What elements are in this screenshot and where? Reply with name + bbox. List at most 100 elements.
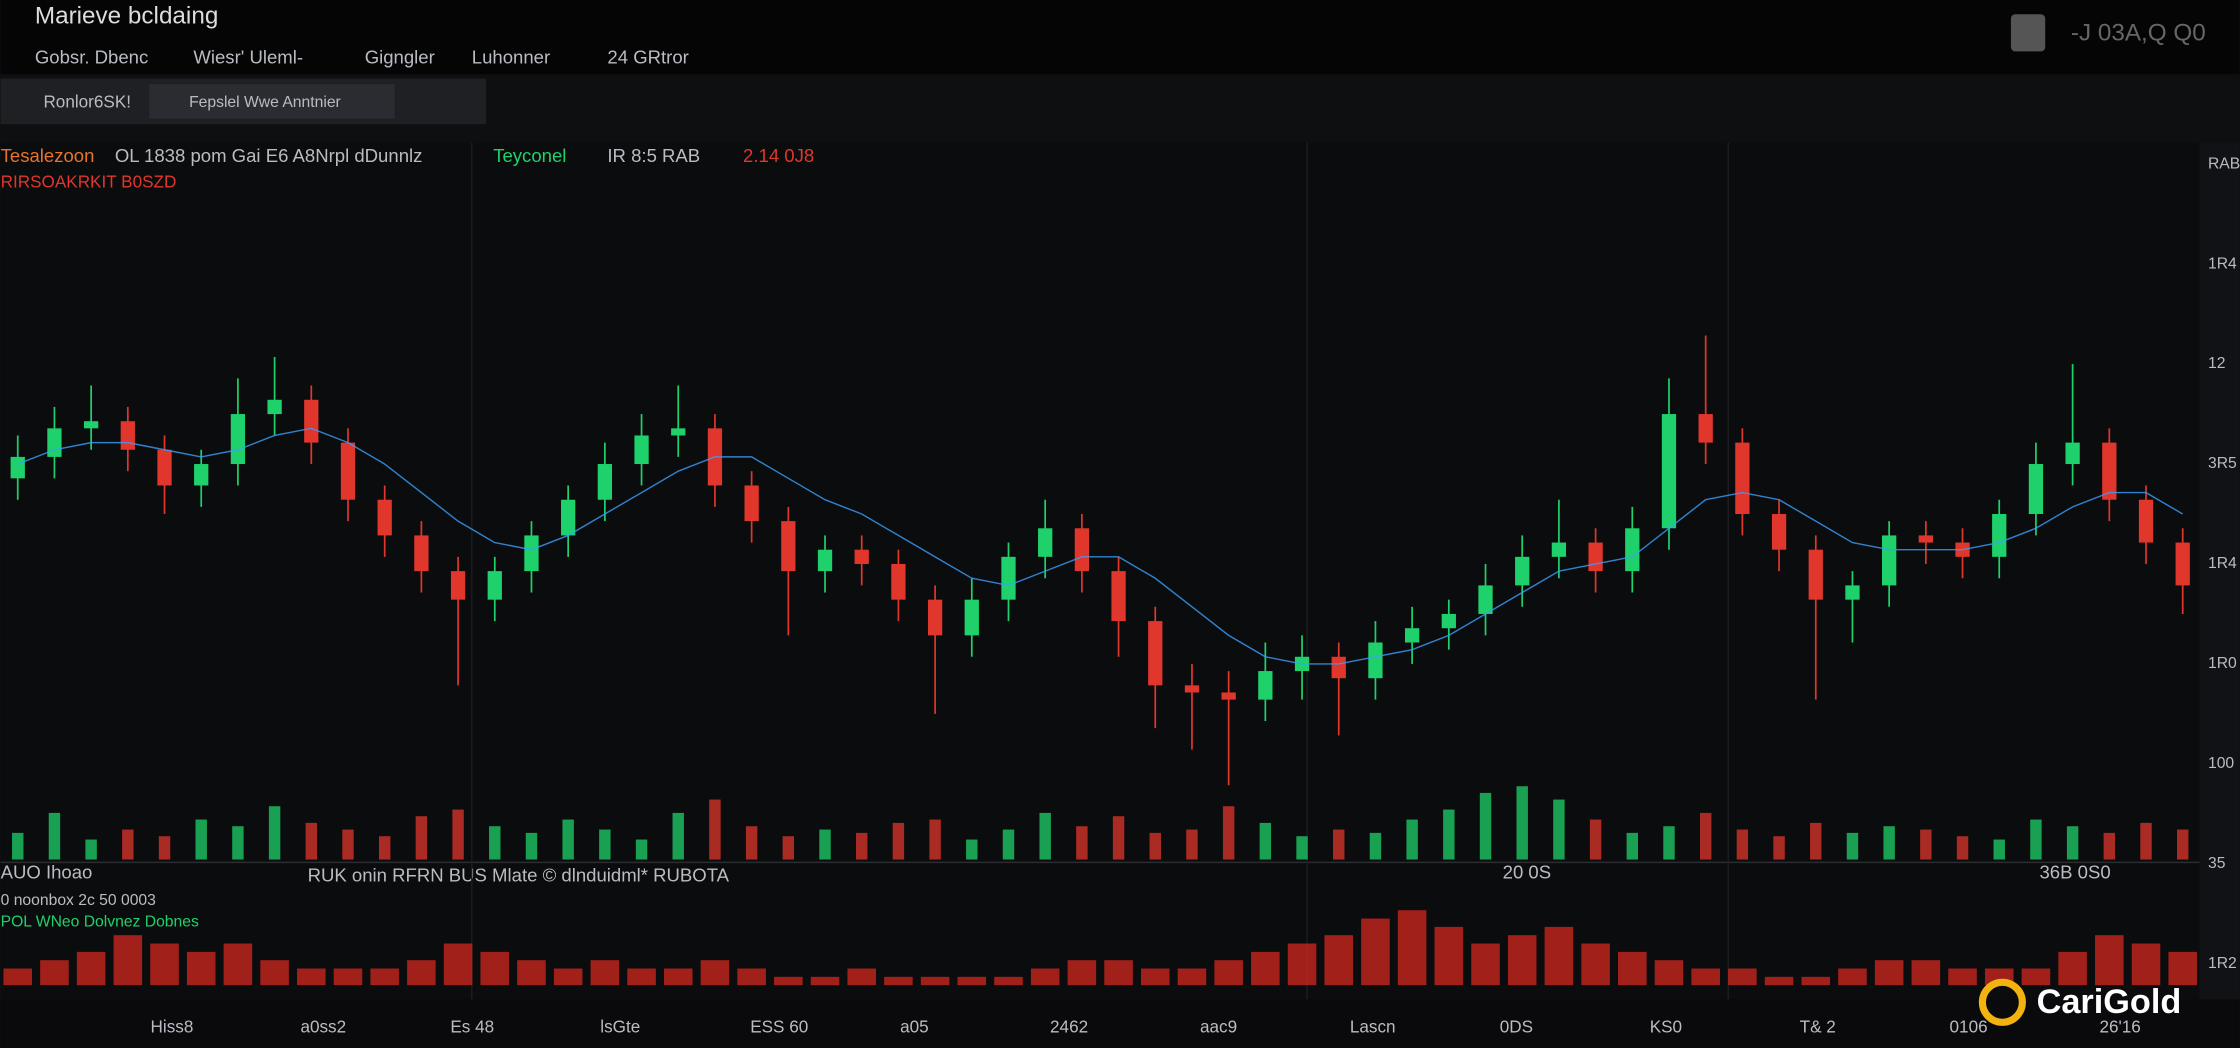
indicator-bar xyxy=(810,976,840,986)
candle-body xyxy=(854,549,869,564)
indicator-bar xyxy=(1067,960,1097,986)
indicator-bar xyxy=(480,951,510,986)
candle-body xyxy=(1735,442,1750,515)
indicator-bar xyxy=(186,951,216,986)
x-tick-label: 0DS xyxy=(1500,1017,1533,1037)
x-tick-label: lsGte xyxy=(600,1017,640,1037)
watermark-logo xyxy=(1978,978,2026,1026)
indicator-bar xyxy=(2058,951,2087,986)
price-label: 1R4 xyxy=(2208,255,2237,272)
indicator-bar xyxy=(1140,968,1170,986)
candle-body xyxy=(891,563,906,600)
volume-bar xyxy=(1993,839,2005,860)
tab[interactable]: Gobsr. Dbenc xyxy=(35,46,148,67)
volume-bar xyxy=(1333,829,1345,860)
price-label: 12 xyxy=(2208,355,2225,372)
volume-bar xyxy=(635,839,648,860)
legend-sub: RIRSOAKRKIT B0SZD xyxy=(1,171,177,191)
volume-bar xyxy=(2176,829,2189,860)
watermark: CariGold xyxy=(2037,983,2182,1021)
tab[interactable]: Wiesr' Uleml- xyxy=(193,46,303,67)
indicator-bar xyxy=(1287,943,1317,986)
indicator-bar xyxy=(1691,968,1720,986)
volume-bar xyxy=(1736,829,1749,860)
indicator-bar xyxy=(1948,968,1977,986)
indicator-bar xyxy=(1251,951,1280,986)
volume-bar xyxy=(1076,826,1088,860)
indicator-bar xyxy=(1874,960,1904,986)
candle-body xyxy=(1625,528,1640,572)
candle-body xyxy=(450,571,466,600)
indicator-bar xyxy=(443,943,473,986)
indicator-bar xyxy=(333,968,363,986)
legend-name: Tesalezoon xyxy=(1,145,95,166)
candle-body xyxy=(671,428,686,436)
tab[interactable]: 24 GRtror xyxy=(607,46,688,67)
indicator-bar xyxy=(1177,968,1207,986)
indicator-bar xyxy=(370,968,399,986)
price-label: 35 xyxy=(2208,855,2226,872)
volume-bar xyxy=(452,809,464,860)
candle-body xyxy=(1441,613,1456,629)
search-box[interactable] xyxy=(149,84,395,119)
indicator-bar xyxy=(76,951,106,986)
candle-body xyxy=(1588,542,1603,572)
volume-bar xyxy=(966,839,978,860)
volume-bar xyxy=(525,832,538,860)
indicator-bar xyxy=(957,976,987,986)
candle-body xyxy=(1148,621,1163,686)
candle-body xyxy=(2175,542,2190,586)
volume-bar xyxy=(1406,819,1418,860)
indicator-bar xyxy=(2095,935,2124,986)
candle-body xyxy=(1808,549,1823,600)
candle-body xyxy=(1882,535,1897,586)
candle-body xyxy=(1404,628,1420,643)
indicator-bar xyxy=(1838,968,1867,986)
volume-bar xyxy=(1663,826,1675,860)
volume-bar xyxy=(1773,836,1785,860)
candle-body xyxy=(817,549,833,572)
indicator-bar xyxy=(1654,960,1684,986)
candle-body xyxy=(157,449,172,486)
candle-body xyxy=(1074,528,1090,572)
volume-bar xyxy=(489,826,501,860)
price-label: 3R5 xyxy=(2208,455,2237,472)
volume-bar xyxy=(415,816,428,860)
volume-bar xyxy=(782,836,795,860)
price-label: 1R4 xyxy=(2208,555,2237,572)
candle-body xyxy=(267,399,282,415)
candle-body xyxy=(927,599,943,636)
candle-body xyxy=(524,535,539,572)
indicator-bar xyxy=(663,968,693,986)
tab[interactable]: Gigngler xyxy=(365,46,435,67)
indicator-bar xyxy=(1030,968,1060,986)
indicator-bar xyxy=(1764,976,1794,986)
volume-bar xyxy=(1186,829,1198,860)
volume-bar xyxy=(1810,822,1822,860)
indicator-bar xyxy=(774,976,803,986)
icon-button[interactable] xyxy=(2010,14,2046,52)
volume-bar xyxy=(2103,832,2116,860)
volume-bar xyxy=(2140,822,2152,860)
indicator-bar xyxy=(1544,926,1574,986)
indicator-bar xyxy=(223,943,253,986)
candle-body xyxy=(1551,542,1567,557)
candle-body xyxy=(2102,442,2117,500)
tab[interactable]: Luhonner xyxy=(472,46,550,67)
candle-body xyxy=(1111,571,1126,622)
x-tick-label: 0106 xyxy=(1950,1017,1988,1037)
symbol[interactable]: Ronlor6SK! xyxy=(43,91,131,111)
volume-bar xyxy=(1920,829,1932,860)
volume-bar xyxy=(342,829,354,860)
candle-body xyxy=(597,464,612,500)
volume-bar xyxy=(158,836,171,860)
indicator-bar xyxy=(150,943,179,986)
volume-bar xyxy=(892,822,905,860)
indicator-bar xyxy=(1324,935,1354,986)
volume-bar xyxy=(1296,836,1308,860)
header-right: -J 03A,Q Q0 xyxy=(2071,20,2206,47)
indicator-bar xyxy=(1911,960,1941,986)
pane-right: 36B 0S0 xyxy=(2039,862,2110,883)
candle-body xyxy=(1771,514,1787,550)
candle-body xyxy=(230,414,246,465)
